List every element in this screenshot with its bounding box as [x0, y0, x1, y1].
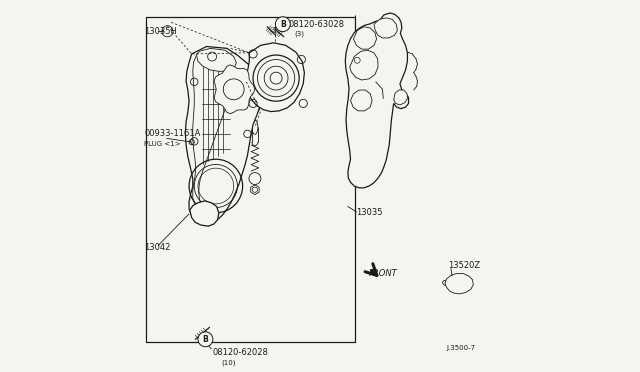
Text: 08120-62028: 08120-62028	[212, 348, 268, 357]
Text: (10): (10)	[221, 359, 236, 366]
Polygon shape	[196, 48, 236, 71]
Text: 13042: 13042	[145, 243, 171, 252]
Polygon shape	[445, 273, 473, 294]
Polygon shape	[346, 13, 408, 188]
Polygon shape	[349, 50, 378, 80]
Polygon shape	[246, 43, 305, 112]
Text: 08120-63028: 08120-63028	[289, 20, 344, 29]
Text: B: B	[280, 20, 285, 29]
Circle shape	[198, 332, 213, 347]
Polygon shape	[193, 52, 231, 205]
Text: PLUG <1>: PLUG <1>	[145, 141, 181, 147]
Text: 13035H: 13035H	[145, 27, 177, 36]
Polygon shape	[351, 90, 372, 111]
Text: 00933-1161A: 00933-1161A	[145, 129, 201, 138]
Polygon shape	[353, 27, 376, 49]
Polygon shape	[214, 65, 255, 114]
Text: J.3500-7: J.3500-7	[447, 345, 476, 351]
Polygon shape	[186, 46, 262, 224]
Polygon shape	[251, 185, 259, 195]
Polygon shape	[190, 201, 219, 226]
Polygon shape	[374, 18, 397, 38]
Polygon shape	[394, 90, 408, 105]
Text: B: B	[202, 335, 208, 344]
Text: 13035: 13035	[356, 208, 383, 217]
Circle shape	[275, 17, 290, 32]
Text: (3): (3)	[294, 31, 304, 38]
Text: 13520Z: 13520Z	[449, 262, 481, 270]
Text: FRONT: FRONT	[369, 269, 397, 278]
